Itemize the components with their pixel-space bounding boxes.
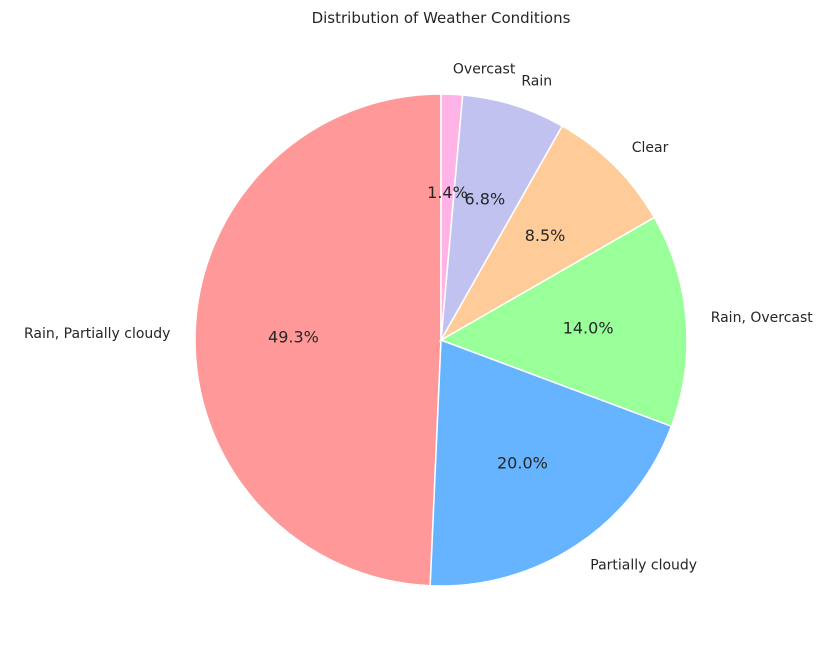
chart-title: Distribution of Weather Conditions: [312, 9, 571, 27]
pie-slice-overcast: [440, 93, 464, 341]
pie-slice-rain: [440, 94, 564, 341]
percentage-labels: 49.3% 20.0% 14.0% 8.5% 6.8%1.4%: [268, 183, 614, 473]
slice-label-rain-overcast: Rain, Overcast: [711, 310, 814, 326]
pie-slice-rain-partially-cloudy: [194, 93, 442, 587]
pie-slice-partially-cloudy: [429, 338, 673, 587]
slice-label-clear: Clear: [632, 140, 669, 156]
pct-label-partially-cloudy: 20.0%: [497, 454, 548, 473]
slice-label-rain: Rain: [521, 74, 552, 90]
pct-label-overcast: 1.4%: [427, 183, 468, 202]
slice-labels: Rain, Partially cloudy Partially cloudy Ra…: [24, 62, 813, 574]
pie-slice-rain-overcast: [439, 216, 688, 428]
slice-label-partially-cloudy: Partially cloudy: [590, 558, 697, 574]
pct-label-rain-partially-cloudy: 49.3%: [268, 327, 319, 346]
pie-slice-clear: [438, 124, 656, 343]
pct-label-rain: 6.8%: [465, 190, 506, 209]
slice-label-overcast: Overcast: [453, 62, 516, 78]
pie-slices: [194, 93, 688, 587]
slice-label-rain-partially-cloudy: Rain, Partially cloudy: [24, 326, 170, 342]
pct-label-rain-overcast: 14.0%: [563, 318, 614, 337]
pct-label-clear: 8.5%: [525, 226, 566, 245]
